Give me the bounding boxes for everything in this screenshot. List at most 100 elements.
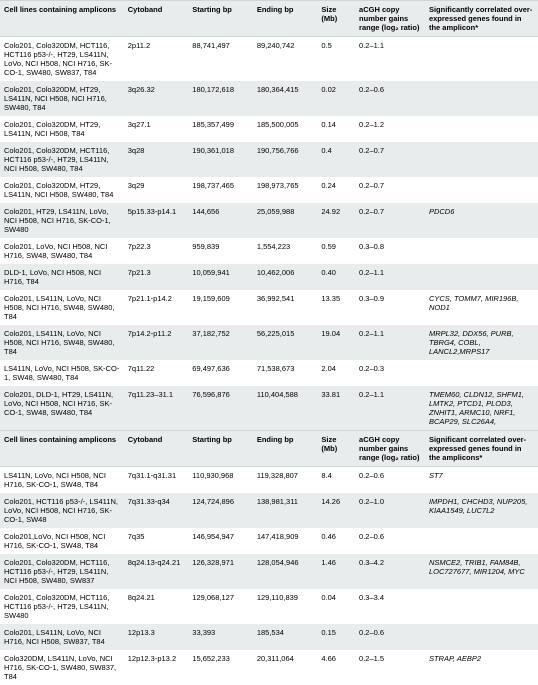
cell-size: 0.59 [317,238,355,264]
cell-acgh: 0.2–1.1 [355,386,425,431]
cell-cell-lines: Colo201,LoVo, NCI H508, NCI H716, SK-CO-… [0,528,124,554]
table-row: Colo201, LS411N, LoVo, NCI H716, NCI H50… [0,624,538,650]
cell-ending-bp: 89,240,742 [253,37,318,82]
cell-cell-lines: Colo201, LoVo, NCI H508, NCI H716, SW48,… [0,238,124,264]
cell-genes [425,264,538,290]
header-genes: Significantly correlated over-expressed … [425,1,538,37]
cell-ending-bp: 198,973,765 [253,177,318,203]
table-header-1: Cell lines containing amplicons Cytoband… [0,1,538,37]
cell-acgh: 0.3–0.8 [355,238,425,264]
cell-ending-bp: 71,538,673 [253,360,318,386]
header-cytoband: Cytoband [124,1,189,37]
cell-cytoband: 12p12.3-p13.2 [124,650,189,685]
cell-size: 0.24 [317,177,355,203]
header-size: Size (Mb) [317,1,355,37]
cell-cytoband: 8q24.21 [124,589,189,624]
cell-genes: ST7 [425,467,538,494]
cell-cell-lines: Colo201, Colo320DM, HT29, LS411N, NCI H5… [0,81,124,116]
cell-acgh: 0.3–0.9 [355,290,425,325]
cell-cytoband: 7p21.1-p14.2 [124,290,189,325]
cell-cytoband: 12p13.3 [124,624,189,650]
cell-cytoband: 7q31.1-q31.31 [124,467,189,494]
cell-starting-bp: 33,393 [188,624,253,650]
cell-size: 0.02 [317,81,355,116]
cell-size: 2.04 [317,360,355,386]
table-row: Colo201,LoVo, NCI H508, NCI H716, SK-CO-… [0,528,538,554]
cell-ending-bp: 129,110,839 [253,589,318,624]
cell-acgh: 0.3–3.4 [355,589,425,624]
cell-starting-bp: 15,652,233 [188,650,253,685]
table-row: Colo201, Colo320DM, HCT116, HCT116 p53-/… [0,142,538,177]
table-row: Colo201, Colo320DM, HT29, LS411N, NCI H5… [0,177,538,203]
cell-ending-bp: 56,225,015 [253,325,318,360]
cell-size: 8.4 [317,467,355,494]
cell-ending-bp: 1,554,223 [253,238,318,264]
cell-genes [425,238,538,264]
cell-starting-bp: 144,656 [188,203,253,238]
cell-cytoband: 7q35 [124,528,189,554]
cell-cell-lines: Colo201, Colo320DM, HT29, LS411N, NCI H5… [0,177,124,203]
cell-starting-bp: 959,839 [188,238,253,264]
cell-size: 0.5 [317,37,355,82]
cell-cell-lines: Colo201, Colo320DM, HCT116, HCT116 p53-/… [0,37,124,82]
table-body-2: LS411N, LoVo, NCI H508, NCI H716, SK-CO-… [0,467,538,685]
cell-genes: CYCS, TOMM7, MIR196B, NOD1 [425,290,538,325]
cell-genes [425,142,538,177]
table-row: Colo201, Colo320DM, HT29, LS411N, NCI H5… [0,81,538,116]
cell-cytoband: 3q28 [124,142,189,177]
cell-ending-bp: 185,500,005 [253,116,318,142]
cell-cell-lines: LS411N, LoVo, NCI H508, SK-CO-1, SW48, S… [0,360,124,386]
cell-starting-bp: 185,357,499 [188,116,253,142]
cell-cell-lines: Colo201, LS411N, LoVo, NCI H508, NCI H71… [0,290,124,325]
table-row: Colo201, Colo320DM, HT29, LS411N, NCI H5… [0,116,538,142]
cell-genes: IMPDH1, CHCHD3, NUP205, KIAA1549, LUC7L2 [425,493,538,528]
cell-ending-bp: 10,462,006 [253,264,318,290]
cell-starting-bp: 124,724,896 [188,493,253,528]
cell-starting-bp: 69,497,636 [188,360,253,386]
cell-cell-lines: LS411N, LoVo, NCI H508, NCI H716, SK-CO-… [0,467,124,494]
cell-acgh: 0.2–0.6 [355,528,425,554]
cell-cytoband: 7p22.3 [124,238,189,264]
cell-ending-bp: 110,404,588 [253,386,318,431]
table-row: Colo320DM, LS411N, LoVo, NCI H716, SK-CO… [0,650,538,685]
cell-size: 0.46 [317,528,355,554]
cell-cytoband: 7q11.22 [124,360,189,386]
header-size: Size (Mb) [317,431,355,467]
table-body-1: Colo201, Colo320DM, HCT116, HCT116 p53-/… [0,37,538,431]
cell-genes [425,528,538,554]
cell-size: 0.04 [317,589,355,624]
cell-size: 14.26 [317,493,355,528]
cell-cell-lines: Colo201, Colo320DM, HT29, LS411N, NCI H5… [0,116,124,142]
cell-acgh: 0.2–1.2 [355,116,425,142]
table-row: Colo201, LoVo, NCI H508, NCI H716, SW48,… [0,238,538,264]
header-ending-bp: Ending bp [253,1,318,37]
cell-genes [425,624,538,650]
cell-genes: MRPL32, DDX56, PURB, TBRG4, COBL, LANCL2… [425,325,538,360]
table-row: Colo201, LS411N, LoVo, NCI H508, NCI H71… [0,325,538,360]
cell-size: 33.81 [317,386,355,431]
table-row: LS411N, LoVo, NCI H508, NCI H716, SK-CO-… [0,467,538,494]
table-row: DLD-1, LoVo, NCI H508, NCI H716, T847p21… [0,264,538,290]
cell-acgh: 0.2–0.6 [355,81,425,116]
cell-acgh: 0.2–0.3 [355,360,425,386]
cell-genes: STRAP, AEBP2 [425,650,538,685]
cell-size: 0.40 [317,264,355,290]
cell-acgh: 0.2–0.6 [355,624,425,650]
table-row: Colo201, HCT116 p53-/-, LS411N, LoVo, NC… [0,493,538,528]
cell-genes [425,589,538,624]
cell-genes [425,116,538,142]
cell-acgh: 0.2–0.7 [355,177,425,203]
cell-cytoband: 3q26.32 [124,81,189,116]
cell-size: 4.66 [317,650,355,685]
cell-ending-bp: 185,534 [253,624,318,650]
cell-cytoband: 7q11.23–31.1 [124,386,189,431]
cell-ending-bp: 36,992,541 [253,290,318,325]
header-acgh: aCGH copy number gains range (log₂ ratio… [355,431,425,467]
cell-starting-bp: 19,159,609 [188,290,253,325]
cell-starting-bp: 190,361,018 [188,142,253,177]
header-cell-lines: Cell lines containing amplicons [0,1,124,37]
amplicon-table: Cell lines containing amplicons Cytoband… [0,0,538,685]
cell-cytoband: 7q31.33-q34 [124,493,189,528]
header-cytoband: Cytoband [124,431,189,467]
cell-acgh: 0.2–0.6 [355,467,425,494]
